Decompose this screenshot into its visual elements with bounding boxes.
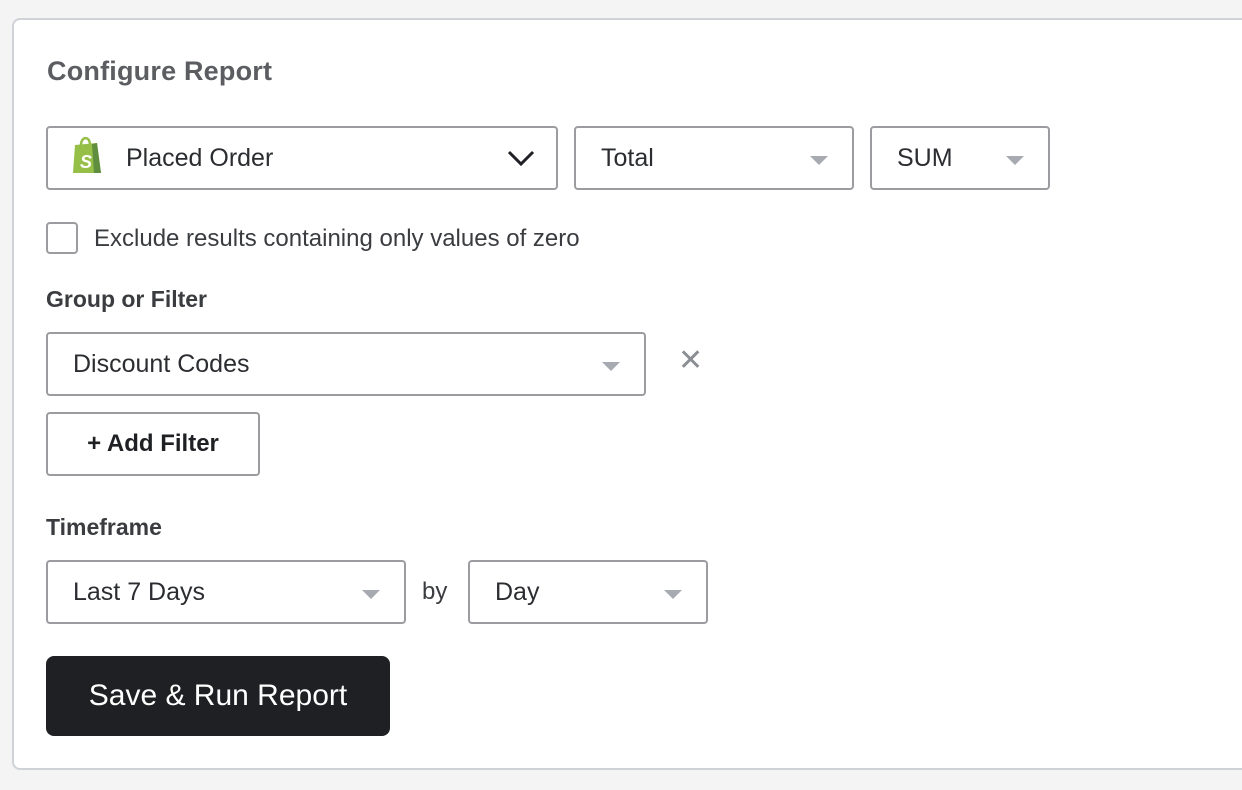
caret-down-icon bbox=[664, 590, 682, 599]
property-value: Total bbox=[601, 143, 654, 172]
exclude-zero-label[interactable]: Exclude results containing only values o… bbox=[94, 225, 580, 252]
aggregation-value: SUM bbox=[897, 143, 953, 172]
group-filter-label: Group or Filter bbox=[46, 286, 207, 312]
interval-value: Day bbox=[495, 577, 540, 606]
chevron-down-icon bbox=[506, 144, 536, 179]
exclude-zero-checkbox[interactable] bbox=[46, 222, 78, 254]
group-filter-value: Discount Codes bbox=[73, 349, 250, 378]
by-label: by bbox=[422, 578, 448, 605]
caret-down-icon bbox=[1006, 156, 1024, 165]
event-select[interactable]: S Placed Order bbox=[46, 126, 558, 190]
remove-filter-icon[interactable]: ✕ bbox=[678, 344, 704, 377]
timeframe-label: Timeframe bbox=[46, 514, 162, 540]
page-title: Configure Report bbox=[47, 56, 273, 86]
event-value: Placed Order bbox=[126, 143, 274, 172]
aggregation-select[interactable]: SUM bbox=[870, 126, 1050, 190]
property-select[interactable]: Total bbox=[574, 126, 854, 190]
svg-text:S: S bbox=[80, 152, 92, 172]
add-filter-button[interactable]: + Add Filter bbox=[46, 412, 260, 476]
timeframe-value: Last 7 Days bbox=[73, 577, 206, 606]
timeframe-select[interactable]: Last 7 Days bbox=[46, 560, 406, 624]
caret-down-icon bbox=[602, 362, 620, 371]
group-filter-select[interactable]: Discount Codes bbox=[46, 332, 646, 396]
interval-select[interactable]: Day bbox=[468, 560, 708, 624]
caret-down-icon bbox=[362, 590, 380, 599]
shopify-bag-icon: S bbox=[70, 135, 106, 182]
save-run-report-button[interactable]: Save & Run Report bbox=[46, 656, 390, 736]
caret-down-icon bbox=[810, 156, 828, 165]
